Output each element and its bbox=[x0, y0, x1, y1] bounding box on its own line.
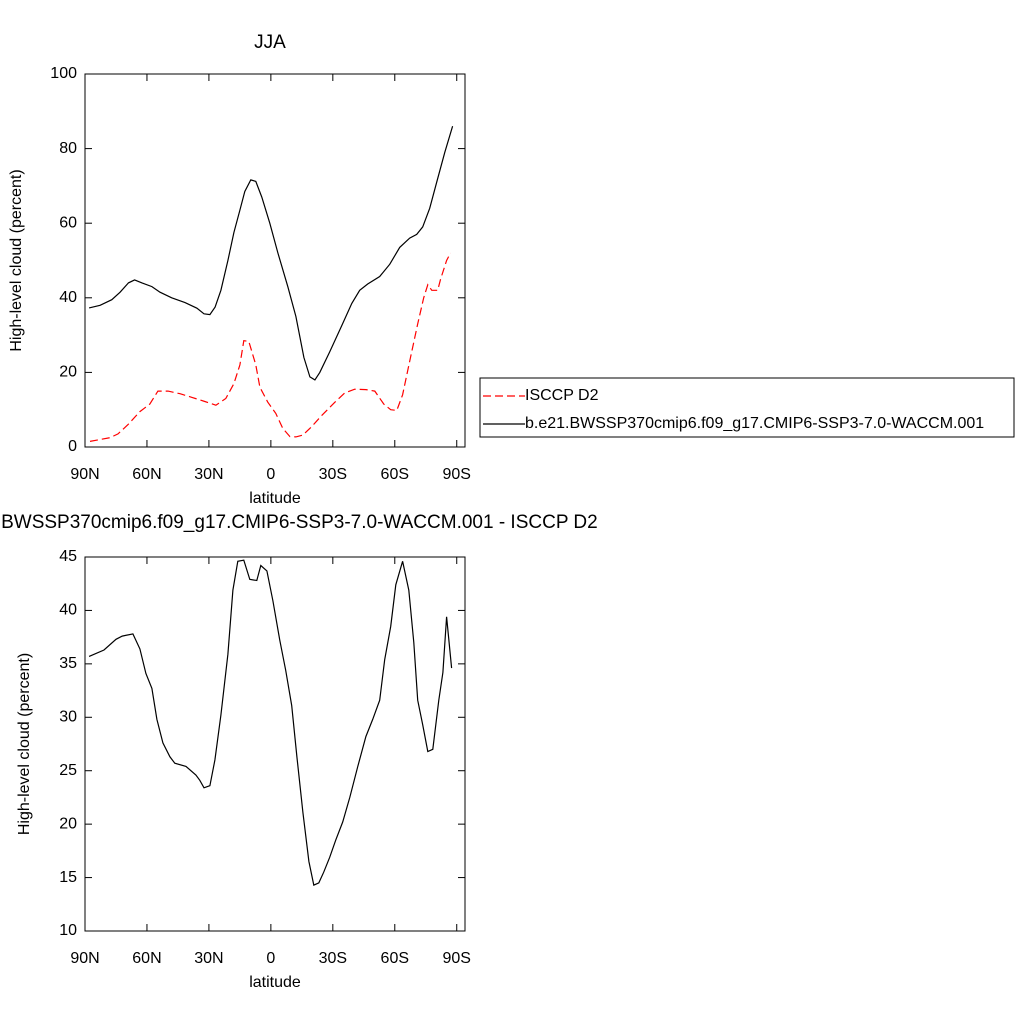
x-tick-label: 0 bbox=[266, 466, 275, 483]
x-tick-label: 60S bbox=[381, 950, 409, 967]
y-tick-label: 45 bbox=[59, 548, 77, 565]
data-line bbox=[88, 126, 454, 381]
x-tick-label: 60N bbox=[132, 950, 161, 967]
x-tick-label: 0 bbox=[266, 950, 275, 967]
y-axis-label: High-level cloud (percent) bbox=[16, 653, 33, 835]
y-tick-label: 20 bbox=[59, 815, 77, 832]
y-tick-label: 20 bbox=[59, 364, 77, 381]
y-tick-label: 80 bbox=[59, 140, 77, 157]
y-tick-label: 35 bbox=[59, 655, 77, 672]
y-tick-label: 60 bbox=[59, 214, 77, 231]
plot-frame bbox=[84, 556, 466, 932]
x-tick-label: 30N bbox=[194, 950, 223, 967]
y-tick-label: 40 bbox=[59, 289, 77, 306]
x-axis-label: latitude bbox=[249, 974, 301, 991]
chart-title: JJA bbox=[254, 32, 286, 53]
x-tick-label: 60N bbox=[132, 466, 161, 483]
y-tick-label: 100 bbox=[50, 65, 77, 82]
legend-label: b.e21.BWSSP370cmip6.f09_g17.CMIP6-SSP3-7… bbox=[525, 415, 984, 432]
chart-title: b.e21.BWSSP370cmip6.f09_g17.CMIP6-SSP3-7… bbox=[0, 512, 598, 533]
x-tick-label: 90N bbox=[70, 466, 99, 483]
x-axis-label: latitude bbox=[249, 490, 301, 507]
x-tick-label: 30S bbox=[319, 466, 347, 483]
x-tick-label: 30S bbox=[319, 950, 347, 967]
data-line bbox=[88, 559, 453, 886]
y-tick-label: 25 bbox=[59, 762, 77, 779]
y-tick-label: 30 bbox=[59, 709, 77, 726]
y-tick-label: 10 bbox=[59, 922, 77, 939]
x-tick-label: 60S bbox=[381, 466, 409, 483]
x-tick-label: 90S bbox=[443, 466, 471, 483]
y-axis-label: High-level cloud (percent) bbox=[8, 169, 25, 351]
data-line bbox=[89, 252, 452, 442]
legend-box bbox=[479, 377, 1015, 438]
plot-frame bbox=[84, 73, 466, 448]
x-tick-label: 90S bbox=[443, 950, 471, 967]
y-tick-label: 0 bbox=[68, 438, 77, 455]
y-tick-label: 40 bbox=[59, 602, 77, 619]
x-tick-label: 30N bbox=[194, 466, 223, 483]
legend-label: ISCCP D2 bbox=[525, 387, 599, 404]
x-tick-label: 90N bbox=[70, 950, 99, 967]
y-tick-label: 15 bbox=[59, 869, 77, 886]
